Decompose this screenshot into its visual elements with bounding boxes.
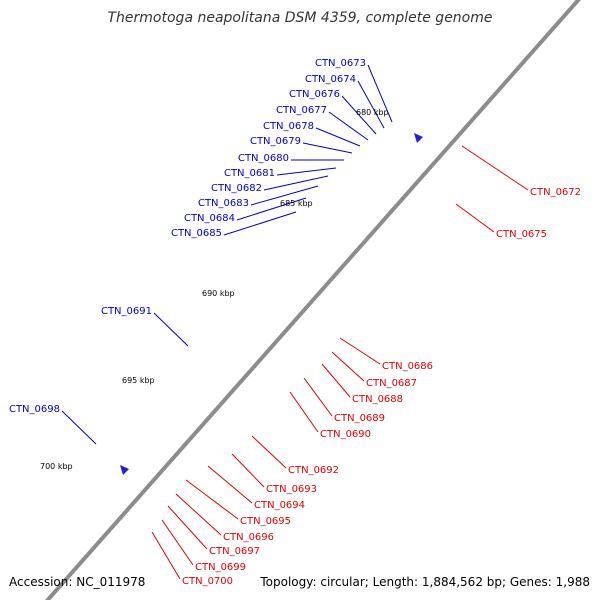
leader-line: [250, 185, 319, 206]
strand-marker: [414, 133, 423, 143]
gene-label: CTN_0697: [209, 546, 260, 557]
gene-labels: CTN_0673 CTN_0674 CTN_0676 CTN_0677 CTN_0678…: [9, 58, 581, 587]
leader-line: [263, 175, 329, 191]
gene-label: CTN_0689: [334, 413, 385, 424]
gene-label: CTN_0688: [352, 394, 403, 405]
leader-line: [315, 127, 361, 147]
leader-line: [236, 197, 307, 221]
leader-line: [321, 363, 351, 398]
leader-line: [367, 64, 393, 123]
leader-line: [302, 142, 353, 154]
tick-label: 680 kbp: [356, 108, 389, 117]
gene-label: CTN_0683: [198, 198, 249, 209]
gene-feature: [596, 0, 600, 9]
leader-line: [461, 145, 529, 191]
leader-lines: [61, 64, 529, 580]
gene-label: CTN_0693: [266, 484, 317, 495]
gene-label: CTN_0672: [530, 187, 581, 198]
map-title: Thermotoga neapolitana DSM 4359, complet…: [108, 10, 493, 26]
leader-line: [251, 435, 287, 469]
gene-shape: [596, 0, 600, 9]
leader-line: [207, 465, 253, 504]
gene-label: CTN_0685: [171, 228, 222, 239]
leader-line: [276, 167, 337, 176]
leader-line: [185, 479, 239, 520]
leader-line: [303, 377, 333, 417]
accession-text: Accession: NC_011978: [9, 575, 145, 589]
gene-label: CTN_0691: [101, 306, 152, 317]
gene-label: CTN_0673: [315, 58, 366, 69]
leader-line: [339, 337, 381, 365]
gene-label: CTN_0687: [366, 378, 417, 389]
leader-line: [341, 95, 377, 135]
tick-label: 685 kbp: [280, 199, 313, 208]
leader-line: [357, 80, 385, 129]
gene-label: CTN_0676: [289, 89, 340, 100]
gene-label: CTN_0680: [238, 153, 289, 164]
backbone-layer: [45, 0, 581, 600]
leader-line: [61, 410, 97, 445]
strand-marker: [120, 465, 129, 475]
gene-label: CTN_0684: [184, 213, 235, 224]
leader-line: [289, 391, 319, 433]
gene-label: CTN_0681: [224, 168, 275, 179]
gene-label: CTN_0698: [9, 404, 60, 415]
leader-line: [153, 312, 189, 347]
leader-line: [331, 351, 365, 382]
leader-line: [175, 493, 222, 536]
gene-label: CTN_0677: [276, 105, 327, 116]
leader-line: [231, 453, 265, 488]
gene-label: CTN_0675: [496, 229, 547, 240]
gene-label: CTN_0700: [182, 576, 233, 587]
gene-label: CTN_0679: [250, 136, 301, 147]
leader-line: [161, 519, 194, 566]
leader-line: [151, 531, 181, 580]
gene-label: CTN_0682: [211, 183, 262, 194]
gene-label: CTN_0678: [263, 121, 314, 132]
gene-label: CTN_0699: [195, 562, 246, 573]
gene-label: CTN_0696: [223, 532, 274, 543]
genome-summary: Topology: circular; Length: 1,884,562 bp…: [259, 575, 590, 589]
feature-layer: [120, 0, 600, 475]
gene-label: CTN_0674: [305, 74, 356, 85]
gene-label: CTN_0695: [240, 516, 291, 527]
tick-label: 700 kbp: [40, 462, 73, 471]
leader-line: [455, 203, 495, 233]
gene-label: CTN_0690: [320, 429, 371, 440]
backbone-line: [45, 0, 581, 600]
tick-label: 695 kbp: [122, 376, 155, 385]
gene-label: CTN_0694: [254, 500, 305, 511]
tick-label: 690 kbp: [202, 289, 235, 298]
gene-label: CTN_0692: [288, 465, 339, 476]
leader-line: [223, 211, 297, 236]
leader-line: [167, 505, 208, 550]
gene-label: CTN_0686: [382, 361, 433, 372]
leader-line: [328, 111, 369, 141]
